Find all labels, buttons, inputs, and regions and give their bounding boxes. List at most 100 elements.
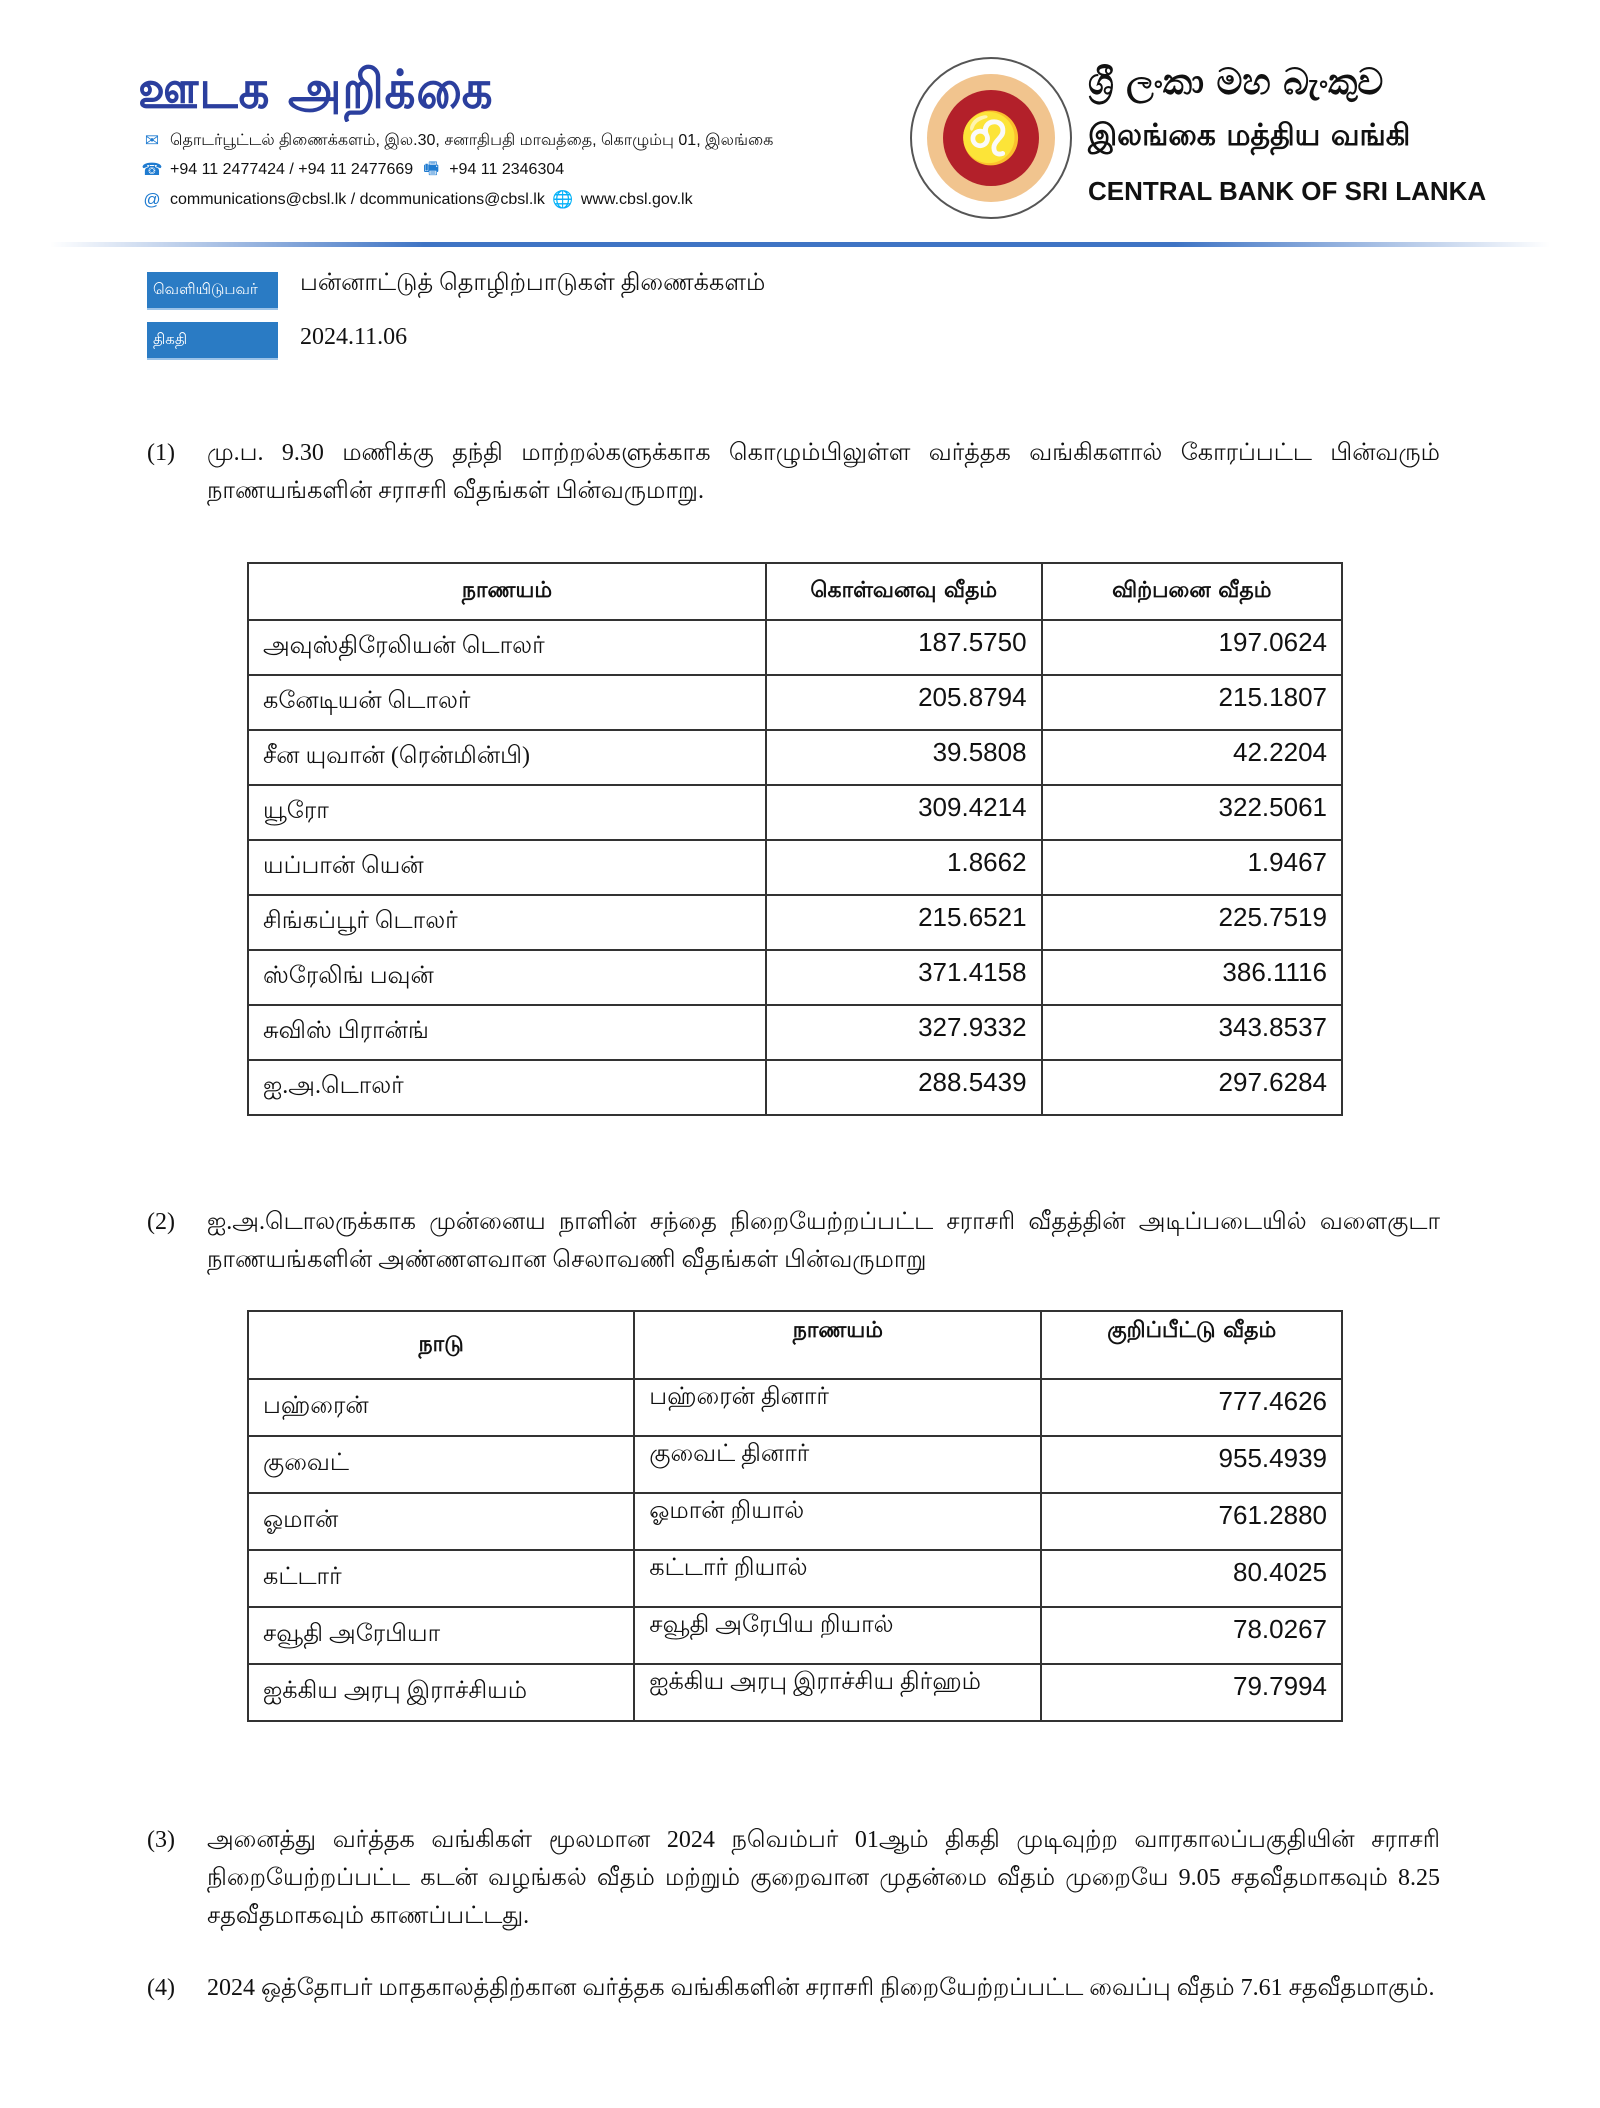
column-header-indicative-rate: குறிப்பீட்டு வீதம் xyxy=(1040,1310,1343,1380)
indicative-rate: 777.4626 xyxy=(1040,1378,1343,1437)
phone-line: ☎ +94 11 2477424 / +94 11 2477669 🖷 +94 … xyxy=(141,158,565,180)
column-header-buying-rate: கொள்வனவு வீதம் xyxy=(764,562,1043,621)
column-header-selling-rate: விற்பனை வீதம் xyxy=(1040,562,1344,621)
country-name: குவைட் xyxy=(246,1435,636,1494)
table-header-row: நாடு நாணயம் குறிப்பீட்டு வீதம் xyxy=(246,1310,1343,1380)
gulf-currency-rates-table: நாடு நாணயம் குறிப்பீட்டு வீதம் பஹ்ரைன் பஹ… xyxy=(246,1310,1343,1722)
selling-rate: 1.9467 xyxy=(1040,839,1344,896)
table-row: சுவிஸ் பிரான்ங் 327.9332 343.8537 xyxy=(247,1004,1344,1061)
website-link[interactable]: www.cbsl.gov.lk xyxy=(580,191,693,208)
indicative-rate: 955.4939 xyxy=(1040,1435,1343,1494)
at-icon: @ xyxy=(143,190,161,209)
currency-name: கட்டார் றியால் xyxy=(633,1549,1043,1608)
bank-name-tamil: இலங்கை மத்திய வங்கி xyxy=(1088,118,1411,153)
currency-name: யப்பான் யென் xyxy=(247,839,767,896)
lion-icon: ♌ xyxy=(943,90,1039,186)
table-row: ஐக்கிய அரபு இராச்சியம் ஐக்கிய அரபு இராச்ச… xyxy=(246,1663,1343,1722)
address-text: தொடர்பூட்டல் திணைக்களம், இல.30, சனாதிபதி… xyxy=(170,132,774,149)
buying-rate: 39.5808 xyxy=(764,729,1043,786)
email-line: @ communications@cbsl.lk / dcommunicatio… xyxy=(142,190,693,209)
table-row: குவைட் குவைட் தினார் 955.4939 xyxy=(246,1435,1343,1494)
paragraph-number: (3) xyxy=(147,1827,175,1853)
buying-rate: 215.6521 xyxy=(764,894,1043,951)
bank-name-sinhala: ශ්‍රී ලංකා මහ බැංකුව xyxy=(1088,62,1384,103)
cbsl-emblem-logo: ♌ xyxy=(910,57,1072,219)
paragraph-number: (4) xyxy=(147,1975,175,2001)
paragraph-text: மு.ப. 9.30 மணிக்கு தந்தி மாற்றல்களுக்காக… xyxy=(207,440,1440,504)
currency-name: ஐ.அ.டொலர் xyxy=(247,1059,767,1116)
issuer-value: பன்னாட்டுத் தொழிற்பாடுகள் திணைக்களம் xyxy=(300,270,766,296)
paragraph-text: அனைத்து வர்த்தக வங்கிகள் மூலமான 2024 நவெ… xyxy=(207,1827,1440,1929)
paragraph-2: (2) ஐ.அ.டொலருக்காக முன்னைய நாளின் சந்தை … xyxy=(147,1203,1440,1279)
selling-rate: 225.7519 xyxy=(1040,894,1344,951)
indicative-rate: 79.7994 xyxy=(1040,1663,1343,1722)
currency-name: சவூதி அரேபிய றியால் xyxy=(633,1606,1043,1665)
table-row: சீன யுவான் (ரென்மின்பி) 39.5808 42.2204 xyxy=(247,729,1344,786)
indicative-rate: 78.0267 xyxy=(1040,1606,1343,1665)
buying-rate: 288.5439 xyxy=(764,1059,1043,1116)
selling-rate: 215.1807 xyxy=(1040,674,1344,731)
column-header-currency: நாணயம் xyxy=(633,1310,1043,1380)
selling-rate: 297.6284 xyxy=(1040,1059,1344,1116)
globe-icon: 🌐 xyxy=(552,190,574,209)
country-name: பஹ்ரைன் xyxy=(246,1378,636,1437)
fax-icon: 🖷 xyxy=(423,158,440,178)
currency-name: சீன யுவான் (ரென்மின்பி) xyxy=(247,729,767,786)
selling-rate: 386.1116 xyxy=(1040,949,1344,1006)
table-row: கட்டார் கட்டார் றியால் 80.4025 xyxy=(246,1549,1343,1608)
indicative-rate: 761.2880 xyxy=(1040,1492,1343,1551)
table-header-row: நாணயம் கொள்வனவு வீதம் விற்பனை வீதம் xyxy=(247,562,1344,621)
exchange-rates-table: நாணயம் கொள்வனவு வீதம் விற்பனை வீதம் அவுஸ… xyxy=(247,562,1344,1116)
phone-icon: ☎ xyxy=(141,160,163,179)
paragraph-text: ஐ.அ.டொலருக்காக முன்னைய நாளின் சந்தை நிறை… xyxy=(207,1209,1440,1273)
selling-rate: 197.0624 xyxy=(1040,619,1344,676)
table-row: சிங்கப்பூர் டொலர் 215.6521 225.7519 xyxy=(247,894,1344,951)
currency-name: ஓமான் றியால் xyxy=(633,1492,1043,1551)
country-name: ஐக்கிய அரபு இராச்சியம் xyxy=(246,1663,636,1722)
table-row: சவூதி அரேபியா சவூதி அரேபிய றியால் 78.0267 xyxy=(246,1606,1343,1665)
buying-rate: 371.4158 xyxy=(764,949,1043,1006)
paragraph-4: (4) 2024 ஒத்தோபர் மாதகாலத்திற்கான வர்த்த… xyxy=(147,1969,1440,2007)
currency-name: பஹ்ரைன் தினார் xyxy=(633,1378,1043,1437)
fax-number: +94 11 2346304 xyxy=(449,161,565,178)
table-row: யப்பான் யென் 1.8662 1.9467 xyxy=(247,839,1344,896)
date-value: 2024.11.06 xyxy=(300,324,408,350)
paragraph-text: 2024 ஒத்தோபர் மாதகாலத்திற்கான வர்த்தக வங… xyxy=(207,1975,1435,2001)
header-divider xyxy=(50,242,1550,247)
buying-rate: 187.5750 xyxy=(764,619,1043,676)
brand-title: ஊடக அறிக்கை xyxy=(138,58,494,121)
paragraph-number: (2) xyxy=(147,1209,175,1235)
table-row: கனேடியன் டொலர் 205.8794 215.1807 xyxy=(247,674,1344,731)
buying-rate: 309.4214 xyxy=(764,784,1043,841)
paragraph-3: (3) அனைத்து வர்த்தக வங்கிகள் மூலமான 2024… xyxy=(147,1821,1440,1935)
currency-name: ஐக்கிய அரபு இராச்சிய திர்ஹம் xyxy=(633,1663,1043,1722)
indicative-rate: 80.4025 xyxy=(1040,1549,1343,1608)
currency-name: கனேடியன் டொலர் xyxy=(247,674,767,731)
currency-name: அவுஸ்திரேலியன் டொலர் xyxy=(247,619,767,676)
country-name: சவூதி அரேபியா xyxy=(246,1606,636,1665)
bank-name-english: CENTRAL BANK OF SRI LANKA xyxy=(1088,176,1487,206)
paragraph-1: (1) மு.ப. 9.30 மணிக்கு தந்தி மாற்றல்களுக… xyxy=(147,434,1440,510)
buying-rate: 205.8794 xyxy=(764,674,1043,731)
table-row: ஸ்ரேலிங் பவுன் 371.4158 386.1116 xyxy=(247,949,1344,1006)
selling-rate: 343.8537 xyxy=(1040,1004,1344,1061)
currency-name: குவைட் தினார் xyxy=(633,1435,1043,1494)
currency-name: ஸ்ரேலிங் பவுன் xyxy=(247,949,767,1006)
phone-numbers: +94 11 2477424 / +94 11 2477669 xyxy=(170,161,414,178)
country-name: ஓமான் xyxy=(246,1492,636,1551)
table-row: யூரோ 309.4214 322.5061 xyxy=(247,784,1344,841)
currency-name: சுவிஸ் பிரான்ங் xyxy=(247,1004,767,1061)
currency-name: யூரோ xyxy=(247,784,767,841)
selling-rate: 42.2204 xyxy=(1040,729,1344,786)
email-addresses[interactable]: communications@cbsl.lk / dcommunications… xyxy=(170,191,545,208)
currency-name: சிங்கப்பூர் டொலர் xyxy=(247,894,767,951)
buying-rate: 327.9332 xyxy=(764,1004,1043,1061)
address-line: ✉ தொடர்பூட்டல் திணைக்களம், இல.30, சனாதிப… xyxy=(142,131,773,151)
paragraph-number: (1) xyxy=(147,440,175,466)
envelope-icon: ✉ xyxy=(144,131,160,150)
date-label: திகதி xyxy=(147,322,278,360)
buying-rate: 1.8662 xyxy=(764,839,1043,896)
table-row: பஹ்ரைன் பஹ்ரைன் தினார் 777.4626 xyxy=(246,1378,1343,1437)
table-row: ஓமான் ஓமான் றியால் 761.2880 xyxy=(246,1492,1343,1551)
table-row: அவுஸ்திரேலியன் டொலர் 187.5750 197.0624 xyxy=(247,619,1344,676)
